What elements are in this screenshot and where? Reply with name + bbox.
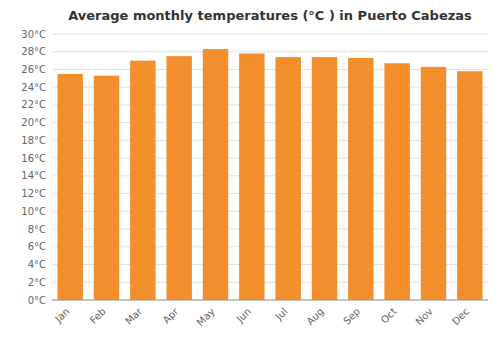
bar xyxy=(384,63,409,300)
y-tick-label: 20°C xyxy=(21,117,46,128)
y-tick-label: 30°C xyxy=(21,29,46,40)
x-tick-label: May xyxy=(195,306,217,328)
y-tick-label: 2°C xyxy=(28,277,46,288)
title: Average monthly temperatures (°C ) in Pu… xyxy=(68,8,472,23)
chart-container: Average monthly temperatures (°C ) in Pu… xyxy=(0,0,500,350)
bar xyxy=(275,57,300,300)
x-tick-label: Dec xyxy=(450,306,471,327)
bar xyxy=(166,56,191,300)
bar xyxy=(57,74,82,300)
x-tick-label: Jun xyxy=(234,306,254,326)
grid-line xyxy=(52,34,488,35)
bar xyxy=(130,61,155,300)
y-tick-label: 28°C xyxy=(21,46,46,57)
y-tick-label: 0°C xyxy=(28,295,46,306)
bars xyxy=(57,49,482,300)
grid-line xyxy=(52,51,488,52)
bar xyxy=(421,67,446,300)
bar xyxy=(457,71,482,300)
x-tick-label: Oct xyxy=(379,306,399,326)
x-tick-label: Apr xyxy=(161,305,182,326)
bar xyxy=(94,76,119,300)
x-axis: Jan Feb Mar Apr May Jun Jul Aug Sep Oct Nov Dec xyxy=(52,305,471,328)
y-tick-label: 4°C xyxy=(28,259,46,270)
y-tick-label: 18°C xyxy=(21,135,46,146)
x-tick-label: Jul xyxy=(273,306,290,323)
x-tick-label: Nov xyxy=(413,306,435,328)
x-tick-label: Jan xyxy=(52,306,71,325)
y-tick-label: 14°C xyxy=(21,170,46,181)
chart: Average monthly temperatures (°C ) in Pu… xyxy=(0,0,500,350)
y-tick-label: 24°C xyxy=(21,82,46,93)
y-tick-label: 12°C xyxy=(21,188,46,199)
grid-line xyxy=(52,300,488,301)
y-tick-label: 26°C xyxy=(21,64,46,75)
bar xyxy=(348,58,373,300)
bar xyxy=(203,49,228,300)
y-tick-label: 6°C xyxy=(28,241,46,252)
x-tick-label: Sep xyxy=(341,306,362,327)
y-tick-label: 16°C xyxy=(21,153,46,164)
x-tick-label: Aug xyxy=(304,306,326,328)
y-tick-label: 22°C xyxy=(21,99,46,110)
x-tick-label: Feb xyxy=(88,306,108,326)
y-tick-label: 8°C xyxy=(28,224,46,235)
y-tick-label: 10°C xyxy=(21,206,46,217)
bar xyxy=(312,57,337,300)
x-axis-line xyxy=(52,300,488,301)
x-tick-label: Mar xyxy=(123,305,145,327)
bar xyxy=(239,54,264,300)
y-axis: 0°C 2°C 4°C 6°C 8°C 10°C 12°C 14°C 16°C 18°C 20°C 2… xyxy=(21,29,488,306)
